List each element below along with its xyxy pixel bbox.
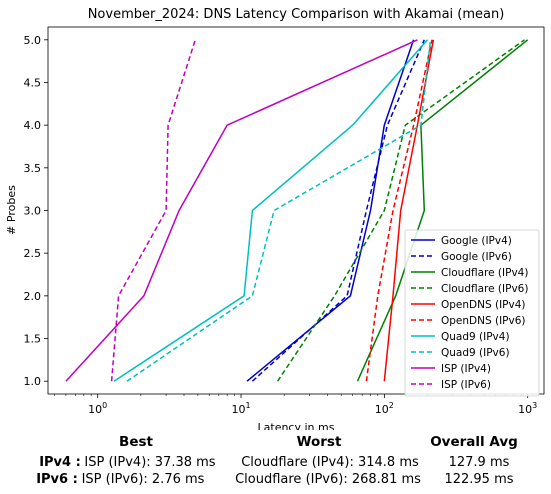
x-tick-base: 10 bbox=[518, 403, 532, 416]
legend-label: ISP (IPv4) bbox=[441, 363, 491, 375]
legend-label: ISP (IPv6) bbox=[441, 379, 491, 391]
summary-worst-ipv6: Cloudflare (IPv6): 268.81 ms bbox=[235, 472, 421, 487]
chart-title: November_2024: DNS Latency Comparison wi… bbox=[88, 7, 505, 22]
legend-label: Cloudflare (IPv4) bbox=[441, 267, 528, 279]
series-line-1 bbox=[252, 40, 424, 381]
summary-avg-ipv4: 127.9 ms bbox=[449, 455, 510, 470]
summary-best-ipv4: ISP (IPv4): 37.38 ms bbox=[84, 455, 215, 470]
series-line-8 bbox=[66, 40, 418, 381]
summary-avg-ipv6: 122.95 ms bbox=[444, 472, 513, 487]
legend-label: OpenDNS (IPv6) bbox=[441, 315, 526, 327]
summary-header-avg: Overall Avg bbox=[430, 434, 518, 450]
summary-worst-ipv4: Cloudflare (IPv4): 314.8 ms bbox=[241, 455, 419, 470]
x-tick-base: 10 bbox=[88, 403, 102, 416]
summary-row-label-ipv4: IPv4 : bbox=[39, 455, 81, 470]
y-tick-label: 1.0 bbox=[24, 375, 42, 388]
summary-header-best: Best bbox=[119, 434, 153, 450]
x-tick-exponent: 1 bbox=[245, 401, 250, 410]
x-tick-base: 10 bbox=[375, 403, 389, 416]
x-tick-label: 100 bbox=[88, 401, 107, 416]
summary-best-ipv6: ISP (IPv6): 2.76 ms bbox=[82, 472, 205, 487]
y-tick-label: 1.5 bbox=[24, 333, 42, 346]
y-tick-label: 2.5 bbox=[24, 247, 42, 260]
latency-chart: November_2024: DNS Latency Comparison wi… bbox=[0, 0, 551, 430]
legend-label: OpenDNS (IPv4) bbox=[441, 299, 526, 311]
x-tick-label: 102 bbox=[375, 401, 394, 416]
summary-header-worst: Worst bbox=[297, 434, 342, 450]
y-axis-label: # Probes bbox=[5, 185, 18, 235]
x-tick-exponent: 2 bbox=[389, 401, 394, 410]
x-tick-exponent: 3 bbox=[532, 401, 537, 410]
x-tick-base: 10 bbox=[231, 403, 245, 416]
x-tick-exponent: 0 bbox=[102, 401, 107, 410]
y-tick-label: 3.0 bbox=[24, 205, 42, 218]
legend-label: Google (IPv4) bbox=[441, 235, 512, 247]
y-tick-label: 5.0 bbox=[24, 34, 42, 47]
series-line-9 bbox=[112, 40, 196, 381]
y-tick-label: 4.5 bbox=[24, 76, 42, 89]
legend-label: Cloudflare (IPv6) bbox=[441, 283, 528, 295]
x-tick-label: 103 bbox=[518, 401, 537, 416]
y-tick-label: 3.5 bbox=[24, 162, 42, 175]
y-tick-label: 4.0 bbox=[24, 119, 42, 132]
x-axis-label: Latency in ms bbox=[258, 421, 335, 430]
y-tick-label: 2.0 bbox=[24, 290, 42, 303]
x-tick-label: 101 bbox=[231, 401, 250, 416]
legend-label: Google (IPv6) bbox=[441, 251, 512, 263]
legend-label: Quad9 (IPv4) bbox=[441, 331, 510, 343]
summary-row-label-ipv6: IPv6 : bbox=[36, 472, 78, 487]
legend-label: Quad9 (IPv6) bbox=[441, 347, 510, 359]
series-line-0 bbox=[247, 40, 414, 381]
summary-table: Best Worst Overall Avg IPv4 : ISP (IPv4)… bbox=[0, 430, 551, 494]
